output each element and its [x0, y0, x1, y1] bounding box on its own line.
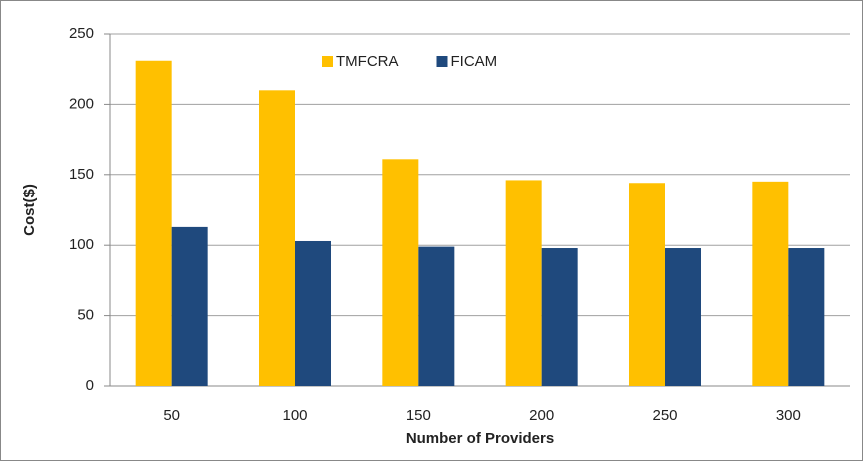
bar: [259, 90, 295, 386]
x-tick-label: 50: [163, 407, 180, 424]
y-tick-label: 200: [69, 95, 94, 112]
bar: [135, 60, 172, 386]
legend-swatch: [322, 56, 333, 67]
bar: [171, 226, 208, 386]
x-axis-title: Number of Providers: [406, 430, 554, 447]
x-tick-label: 200: [529, 407, 554, 424]
bar: [295, 240, 331, 386]
bar: [665, 248, 701, 386]
x-tick-label: 150: [406, 407, 431, 424]
bar: [382, 159, 419, 386]
y-tick-label: 150: [69, 166, 94, 183]
x-tick-label: 250: [652, 407, 677, 424]
y-axis-title: Cost($): [21, 184, 38, 236]
legend-label: TMFCRA: [336, 53, 399, 70]
x-tick-label: 100: [282, 407, 307, 424]
bar: [629, 183, 665, 386]
legend-swatch: [436, 56, 448, 67]
legend-label: FICAM: [451, 53, 498, 70]
x-tick-label: 300: [776, 407, 801, 424]
bar: [752, 181, 789, 386]
y-tick-label: 250: [69, 25, 94, 42]
bar: [505, 180, 542, 386]
y-tick-label: 50: [77, 307, 94, 324]
bar: [418, 246, 455, 386]
y-tick-label: 100: [69, 236, 94, 253]
bar: [788, 248, 825, 386]
y-tick-label: 0: [86, 377, 94, 394]
bar: [541, 248, 578, 386]
